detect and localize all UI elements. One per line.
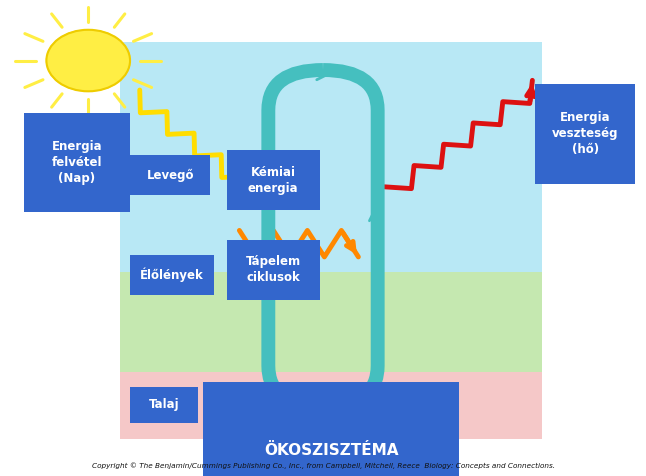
Bar bbox=[120, 272, 542, 372]
FancyBboxPatch shape bbox=[130, 155, 211, 196]
Text: Kémiai
energia: Kémiai energia bbox=[248, 166, 298, 195]
Text: Talaj: Talaj bbox=[149, 398, 179, 411]
FancyBboxPatch shape bbox=[536, 84, 635, 184]
Text: Copyright © The Benjamin/Cummings Publishing Co., Inc., from Campbell, Mitchell,: Copyright © The Benjamin/Cummings Publis… bbox=[92, 462, 554, 469]
FancyBboxPatch shape bbox=[130, 255, 214, 295]
FancyBboxPatch shape bbox=[227, 240, 320, 299]
FancyBboxPatch shape bbox=[24, 113, 130, 212]
Bar bbox=[120, 372, 542, 439]
FancyBboxPatch shape bbox=[130, 387, 198, 423]
FancyBboxPatch shape bbox=[227, 150, 320, 209]
Text: Élőlények: Élőlények bbox=[140, 268, 203, 282]
Text: Energia
veszteség
(hő): Energia veszteség (hő) bbox=[552, 111, 618, 157]
Bar bbox=[120, 41, 542, 272]
Text: Energia
felvétel
(Nap): Energia felvétel (Nap) bbox=[52, 140, 102, 185]
Text: Tápelem
ciklusok: Tápelem ciklusok bbox=[245, 256, 300, 285]
Text: ÖKOSZISZTÉMA: ÖKOSZISZTÉMA bbox=[264, 444, 399, 458]
Text: Levegő: Levegő bbox=[147, 169, 194, 182]
Circle shape bbox=[47, 30, 130, 91]
